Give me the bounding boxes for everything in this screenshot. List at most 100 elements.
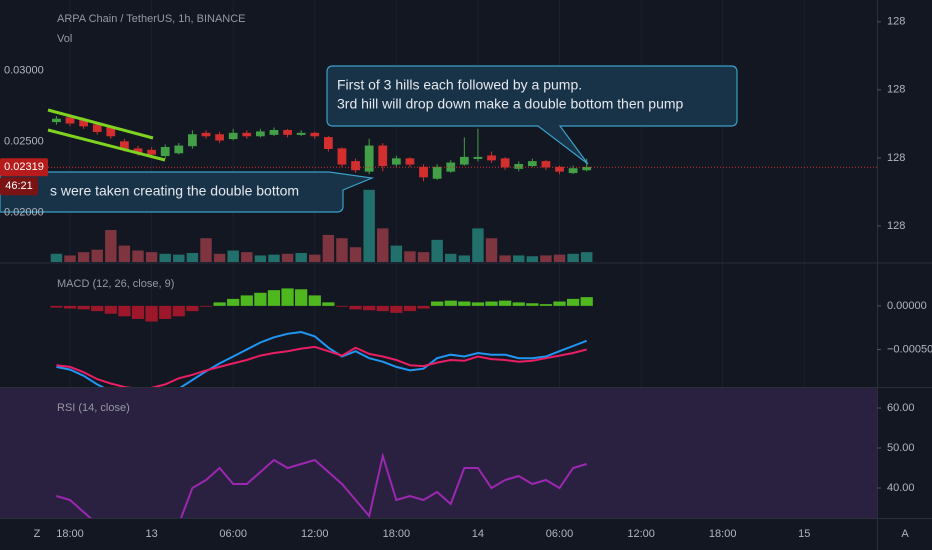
histogram-bar <box>539 304 553 306</box>
price-pane <box>50 114 593 262</box>
candle-body <box>459 156 469 165</box>
histogram-bar <box>553 301 566 306</box>
volume-bar <box>77 252 90 262</box>
candle-body <box>473 156 483 159</box>
callout-text: 3rd hill will drop down make a double bo… <box>337 96 684 112</box>
histogram-bar <box>213 302 226 306</box>
candle-body <box>487 155 496 161</box>
volume-legend[interactable]: Vol <box>57 33 72 45</box>
x-tick-label: 12:00 <box>627 528 655 540</box>
candle-body <box>500 158 510 168</box>
volume-bar <box>336 238 348 262</box>
candle-body <box>555 166 564 172</box>
candle-body <box>527 161 537 166</box>
volume-bar <box>295 252 307 262</box>
trend-line <box>47 108 154 140</box>
candle-body <box>242 132 252 137</box>
volume-bar <box>200 238 212 262</box>
histogram-bar <box>458 301 471 306</box>
volume-bar <box>50 253 63 262</box>
x-tick-label: 13 <box>145 528 157 540</box>
histogram-bar <box>63 305 77 309</box>
volume-bar <box>91 249 103 262</box>
rsi-lines <box>56 452 587 518</box>
volume-bar <box>567 253 579 262</box>
histogram-bar <box>403 305 417 312</box>
candle-body <box>391 158 401 165</box>
volume-bar <box>254 255 267 262</box>
histogram-bar <box>526 303 539 306</box>
candle-body <box>582 166 592 171</box>
countdown-label: 46:21 <box>5 180 33 192</box>
rsi-legend[interactable]: RSI (14, close) <box>57 402 130 414</box>
indicator-line <box>56 452 587 518</box>
histogram-bar <box>172 305 185 317</box>
candle-body <box>351 161 360 171</box>
macd-legend[interactable]: MACD (12, 26, close, 9) <box>57 278 174 290</box>
indicator-line <box>56 345 587 387</box>
volume-bar <box>580 252 593 262</box>
symbol-legend[interactable]: ARPA Chain / TetherUS, 1h, BINANCE <box>57 13 246 25</box>
histogram-bar <box>186 305 199 312</box>
candle-body <box>65 117 75 124</box>
volume-bar <box>485 238 498 262</box>
volume-bar <box>417 252 430 262</box>
histogram-bar <box>254 292 267 306</box>
y-tick-label: 0.00000 <box>887 300 927 312</box>
price-label: 0.02000 <box>4 206 44 218</box>
y-tick-label: 128 <box>887 220 905 232</box>
volume-bar <box>526 256 539 262</box>
histogram-bar <box>431 301 444 306</box>
histogram-bar <box>118 305 131 317</box>
volume-bar <box>322 234 335 262</box>
zoom-button[interactable]: Z <box>34 528 41 540</box>
volume-bar <box>349 247 362 262</box>
candle-body <box>364 145 374 172</box>
price-label: 0.02500 <box>4 136 44 148</box>
candle-body <box>228 132 238 140</box>
last-price-tag <box>0 158 48 177</box>
histogram-bar <box>131 305 145 319</box>
volume-bar <box>431 239 443 262</box>
volume-bar <box>227 250 239 262</box>
x-tick-label: 06:00 <box>546 528 574 540</box>
histogram-bar <box>471 302 485 306</box>
auto-scale-button[interactable]: A <box>901 528 909 540</box>
histogram-bar <box>104 305 117 314</box>
volume-bar <box>377 228 389 262</box>
candle-body <box>296 132 306 135</box>
candle-body <box>541 161 551 168</box>
y-tick-label: 128 <box>887 152 905 164</box>
candle-body <box>337 148 347 165</box>
volume-bar <box>540 255 552 262</box>
histogram-bar <box>267 290 281 306</box>
histogram-bar <box>281 288 294 306</box>
candle-body <box>419 166 428 178</box>
volume-bar <box>241 252 253 262</box>
callout-text: s were taken creating the double bottom <box>50 183 299 199</box>
histogram-bar <box>77 305 90 310</box>
volume-bar <box>213 253 226 262</box>
y-tick-label: −0.00050 <box>887 343 932 355</box>
candle-body <box>188 134 197 147</box>
y-tick-label: 40.00 <box>887 482 915 494</box>
callout-box <box>0 171 375 213</box>
histogram-bar <box>349 305 362 310</box>
candle-body <box>160 146 170 157</box>
volume-bar <box>404 251 416 262</box>
x-tick-label: 18:00 <box>56 528 84 540</box>
candle-body <box>432 166 442 179</box>
candle-body <box>215 134 224 141</box>
volume-bar <box>281 253 294 262</box>
histogram-bar <box>240 295 253 306</box>
volume-bar <box>390 245 403 262</box>
candle-body <box>310 132 320 137</box>
histogram-bar <box>199 305 213 307</box>
histogram-bar <box>50 305 63 308</box>
histogram-bar <box>335 305 349 307</box>
volume-bar <box>513 255 525 262</box>
volume-bar <box>159 253 171 262</box>
candle-body <box>568 168 578 174</box>
volume-bar <box>553 254 566 262</box>
indicator-line <box>56 330 588 387</box>
